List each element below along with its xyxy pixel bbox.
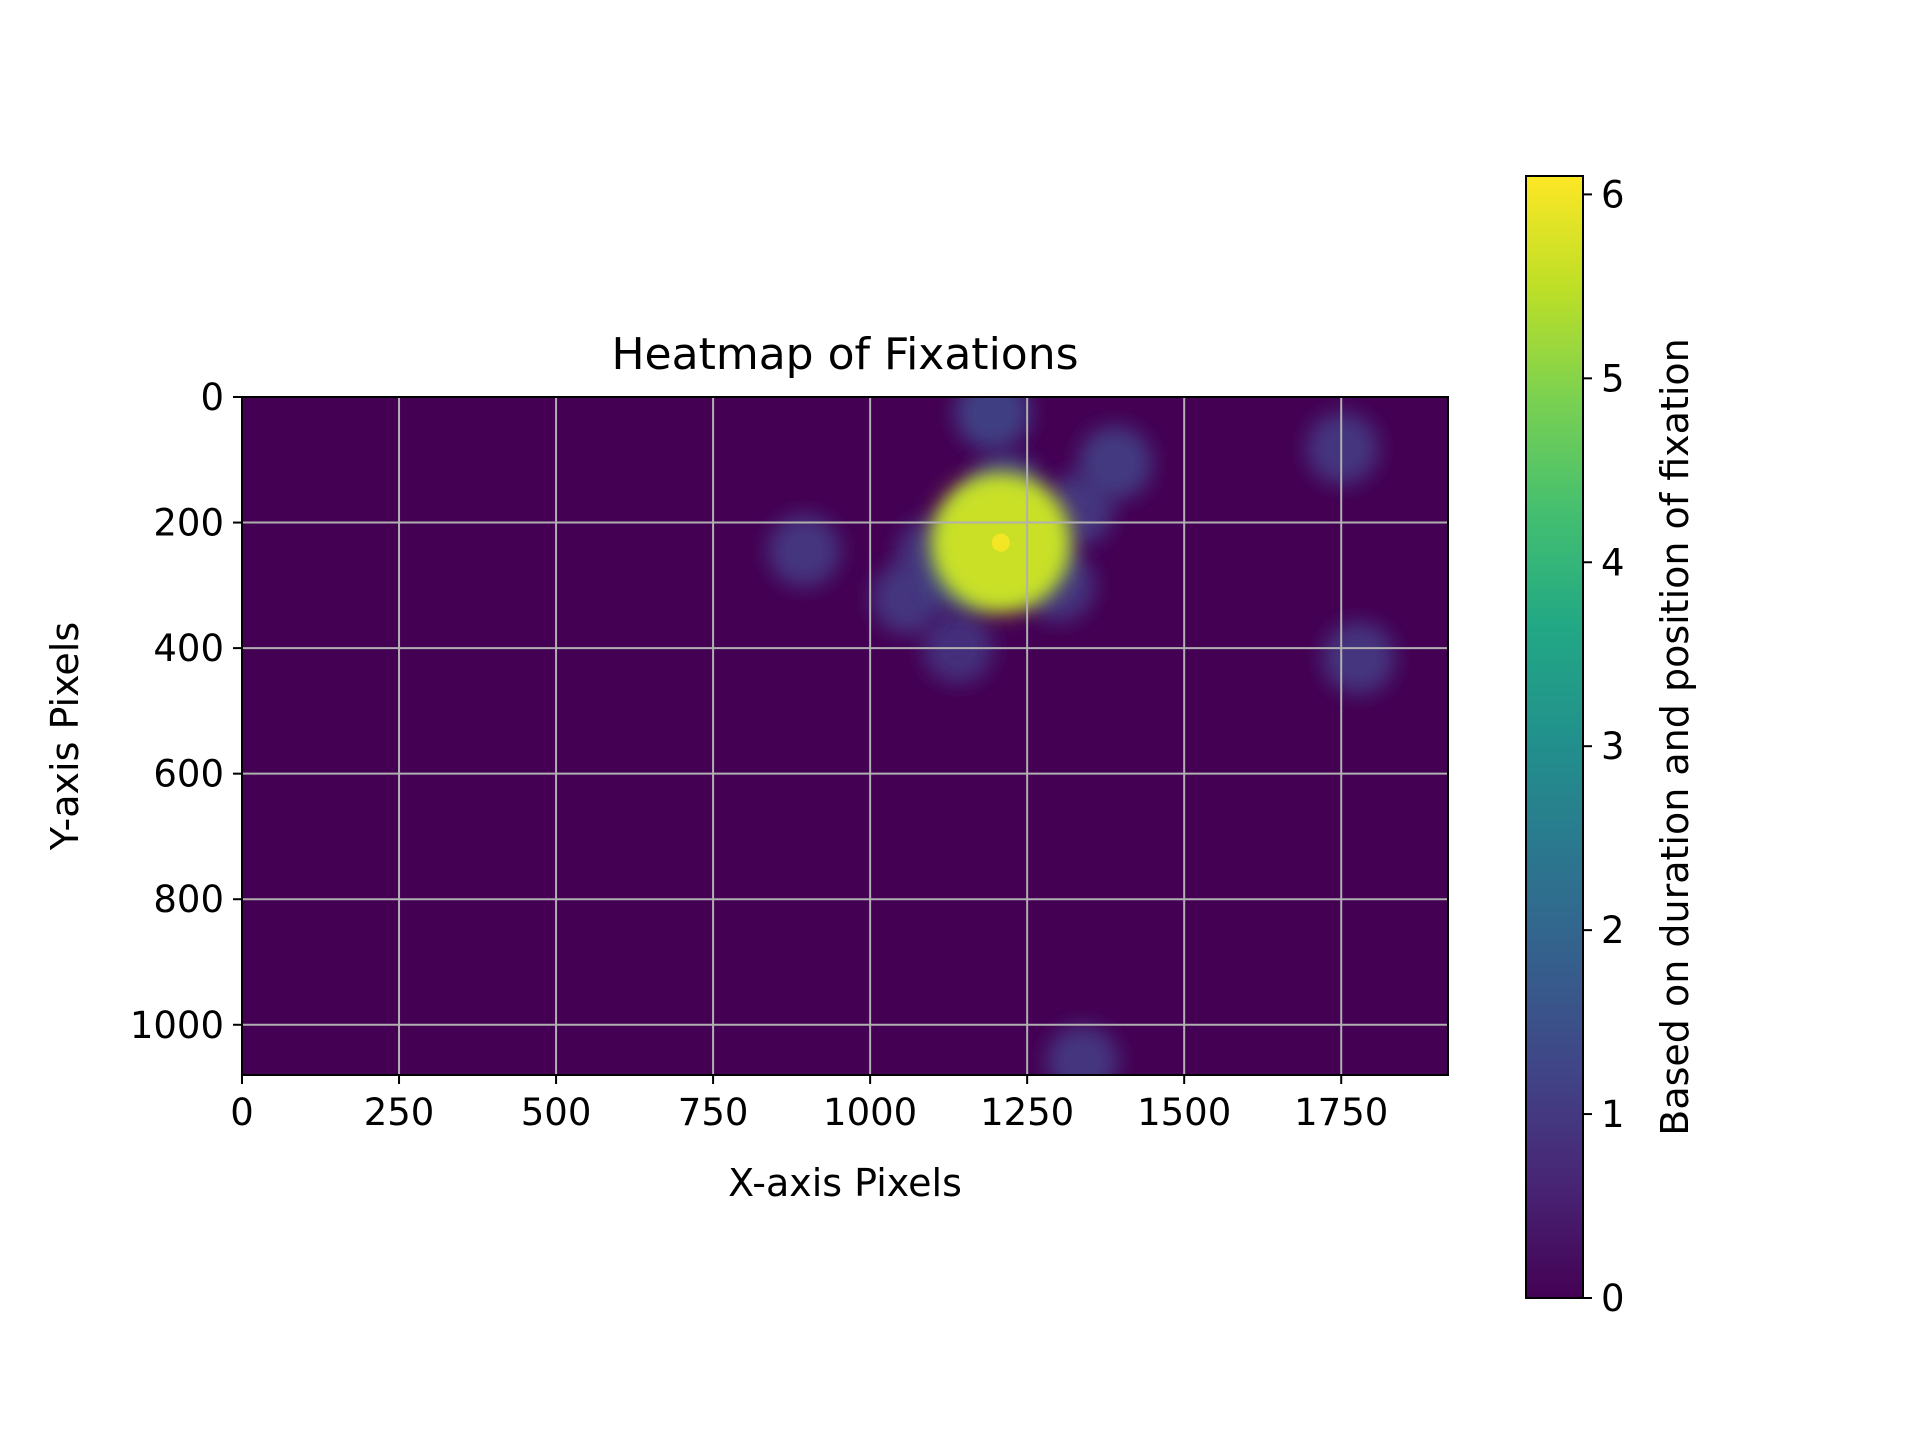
x-tick-label: 1750	[1294, 1091, 1388, 1134]
fixation-point	[1046, 1025, 1119, 1075]
x-tick-label: 250	[364, 1091, 435, 1134]
x-tick-label: 1500	[1137, 1091, 1231, 1134]
x-axis-ticks: 0 250 500 750 1000 1250 1500 1750	[230, 1075, 1388, 1134]
heatmap-background	[242, 397, 1448, 1075]
plot-frame	[241, 396, 1449, 1076]
fixation-point	[955, 397, 1031, 451]
y-axis-label: Y-axis Pixels	[43, 622, 87, 851]
y-tick-label: 800	[153, 878, 224, 921]
x-axis-label: X-axis Pixels	[728, 1161, 962, 1205]
colorbar-frame	[1525, 175, 1584, 1299]
fixation-point	[930, 472, 1071, 613]
x-tick-label: 1000	[823, 1091, 917, 1134]
fixation-point	[1322, 622, 1395, 695]
y-tick-label: 200	[153, 502, 224, 545]
colorbar-tick-label: 2	[1601, 909, 1625, 952]
colorbar-tick-label: 6	[1601, 173, 1625, 216]
x-tick-label: 500	[521, 1091, 592, 1134]
x-tick-label: 1250	[980, 1091, 1074, 1134]
colorbar-ticks: 0 1 2 3 4 5 6	[1583, 173, 1625, 1320]
y-tick-label: 400	[153, 627, 224, 670]
colorbar: 0 1 2 3 4 5 6 Based on duration and position o…	[1525, 173, 1697, 1320]
y-tick-label: 1000	[130, 1004, 224, 1047]
chart-title: Heatmap of Fixations	[611, 329, 1078, 380]
colorbar-tick-label: 4	[1601, 541, 1625, 584]
colorbar-tick-label: 1	[1601, 1093, 1625, 1136]
y-tick-label: 600	[153, 753, 224, 796]
plot-area	[241, 396, 1449, 1076]
y-tick-label: 0	[200, 376, 224, 419]
x-tick-label: 750	[678, 1091, 749, 1134]
colorbar-tick-label: 0	[1601, 1277, 1625, 1320]
x-tick-label: 0	[230, 1091, 254, 1134]
colorbar-fill	[1526, 176, 1583, 1298]
y-axis-ticks: 0 200 400 600 800 1000	[130, 376, 242, 1047]
fixation-point	[768, 514, 841, 587]
fixation-point	[1306, 412, 1379, 485]
colorbar-tick-label: 5	[1601, 357, 1625, 400]
fixation-point	[1078, 426, 1152, 500]
colorbar-tick-label: 3	[1601, 725, 1625, 768]
colorbar-label: Based on duration and position of fixati…	[1653, 338, 1697, 1136]
